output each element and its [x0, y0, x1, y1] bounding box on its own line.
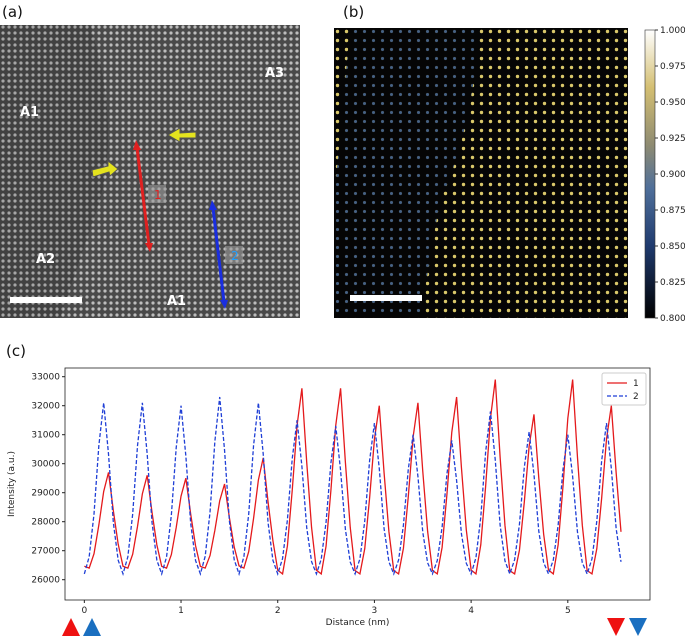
colorbar-tick-label: 1.000: [660, 26, 685, 36]
yellow-arrow: [91, 159, 119, 178]
low-region: [334, 28, 480, 318]
box: [225, 246, 243, 264]
data-line: [84, 379, 622, 576]
panel-label: (c): [6, 342, 26, 360]
shade: [0, 25, 108, 318]
marker: [629, 618, 647, 636]
arrow-1: [135, 147, 151, 246]
line-label: 2: [231, 249, 239, 263]
colorbar-tick-label: 0.950: [660, 98, 685, 108]
x-tick-label: 5: [565, 606, 571, 616]
y-tick-label: 31000: [31, 431, 60, 441]
arrowhead: [145, 243, 153, 252]
scale-bar: [350, 295, 422, 301]
x-tick-label: 3: [372, 606, 378, 616]
scale-bar: [10, 297, 82, 303]
colorbar-tick-label: 0.925: [660, 134, 685, 144]
x-tick-label: 0: [81, 606, 87, 616]
line-label: 1: [154, 188, 162, 202]
arrowhead: [133, 140, 141, 150]
data-line: [83, 396, 622, 577]
plot-area: [64, 367, 651, 601]
colorbar-tick-label: 0.875: [660, 206, 685, 216]
colorbar-tick-label: 0.900: [660, 170, 685, 180]
region-label: A1: [167, 294, 186, 309]
colorbar: [644, 29, 656, 319]
yellow-arrow: [167, 127, 197, 143]
colorbar-tick-label: 0.975: [660, 62, 685, 72]
arrow-2: [211, 207, 226, 303]
marker: [607, 618, 625, 636]
y-tick-label: 32000: [31, 402, 60, 412]
legend-label: 2: [633, 392, 639, 402]
x-axis-label: Distance (nm): [326, 618, 390, 628]
region-label: A3: [265, 66, 284, 81]
y-axis-label: Intensity (a.u.): [7, 451, 17, 517]
y-tick-label: 26000: [31, 576, 60, 586]
colorbar-tick-label: 0.800: [660, 314, 685, 324]
y-tick-label: 33000: [31, 373, 60, 383]
panel-label: (a): [2, 3, 23, 21]
arrowhead: [220, 300, 228, 309]
marker: [62, 618, 80, 636]
marker: [83, 618, 101, 636]
x-tick-label: 1: [178, 606, 184, 616]
panel-label: (b): [343, 3, 364, 21]
legend-box: [601, 372, 647, 406]
region-label: A2: [36, 252, 55, 267]
y-tick-label: 30000: [31, 460, 60, 470]
legend-label: 1: [633, 379, 639, 389]
y-tick-label: 27000: [31, 547, 60, 557]
x-tick-label: 4: [468, 606, 474, 616]
colorbar-tick-label: 0.850: [660, 242, 685, 252]
colorbar-tick-label: 0.825: [660, 278, 685, 288]
micrograph-a: [0, 25, 300, 318]
region-label: A1: [20, 105, 39, 120]
x-tick-label: 2: [275, 606, 281, 616]
y-tick-label: 29000: [31, 489, 60, 499]
y-tick-label: 28000: [31, 518, 60, 528]
arrowhead: [209, 200, 217, 210]
box: [148, 185, 166, 203]
